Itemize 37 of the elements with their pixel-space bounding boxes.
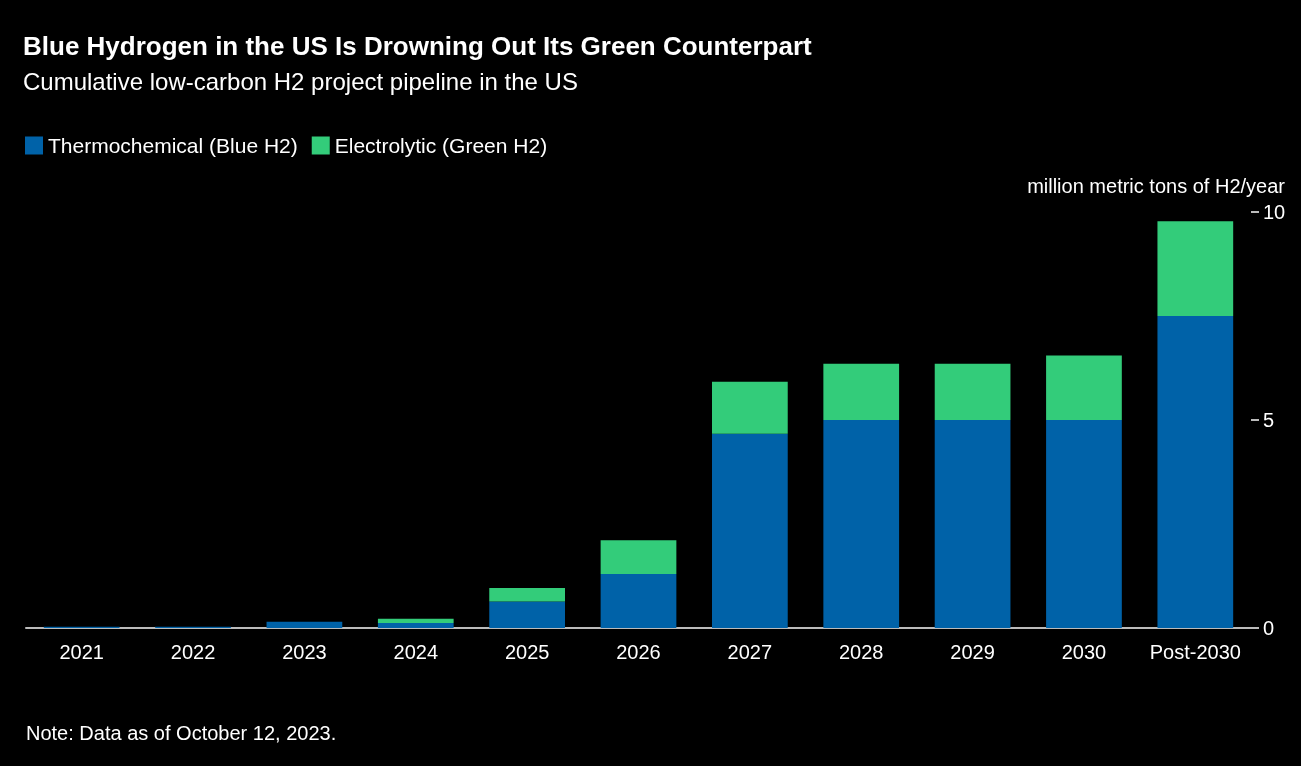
x-tick-label: 2030 [1061,641,1107,663]
x-tick-label: 2021 [59,641,104,663]
bar [1157,316,1234,628]
legend-label: Electrolytic (Green H2) [334,134,548,157]
x-tick-label: Post-2030 [1149,641,1241,663]
bar [266,621,343,628]
y-tick-label: 10 [1263,201,1286,223]
x-tick-label: 2029 [950,641,995,663]
bar [1157,221,1234,316]
x-tick-label: 2024 [393,641,439,663]
bar [489,588,565,602]
bar [600,573,677,628]
bar [934,363,1011,420]
bar [377,623,454,628]
y-axis-title: million metric tons of H2/year [1027,175,1286,197]
chart-title: Blue Hydrogen in the US Is Drowning Out Its Green Counterpart [23,31,813,61]
bar [712,433,788,628]
x-tick-label: 2023 [282,641,327,663]
chart-subtitle: Cumulative low-carbon H2 project pipeline in the US [23,67,578,95]
bar [823,420,900,628]
text: Note: Data as of October 12, 2023. [26,722,337,744]
bar [712,381,788,434]
y-tick-label: 0 [1263,617,1275,639]
x-tick-label: 2025 [504,641,550,663]
bar [1046,420,1122,628]
x-tick-label: 2027 [727,641,773,663]
bar [600,540,677,574]
bar [377,618,454,624]
bar [823,363,900,420]
x-tick-label: 2026 [616,641,661,663]
x-tick-label: 2022 [170,641,216,663]
bar [934,420,1011,628]
legend-label: Thermochemical (Blue H2) [48,134,298,157]
x-tick-label: 2028 [838,641,884,663]
bar [489,601,565,628]
bar [1046,355,1122,420]
y-tick-label: 5 [1263,409,1275,431]
